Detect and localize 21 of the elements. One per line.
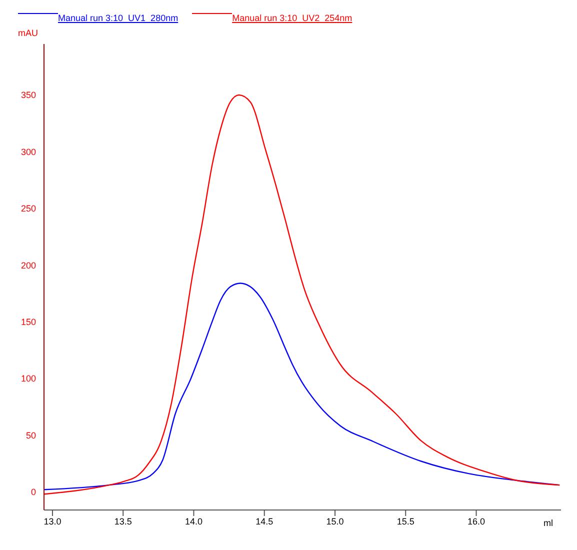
x-tick-label: 14.5	[256, 516, 274, 526]
legend-label: Manual run 3:10_UV2_254nm	[232, 13, 352, 23]
y-tick-label: 350	[20, 90, 36, 100]
y-axis-title: mAU	[18, 28, 38, 38]
x-tick-label: 16.0	[467, 516, 486, 526]
y-tick-label: 50	[26, 430, 36, 440]
x-tick-label: 13.5	[114, 516, 132, 526]
y-tick-label: 150	[20, 316, 36, 327]
x-tick-label: 14.0	[184, 516, 202, 526]
line-series	[44, 282, 560, 490]
x-axis-title: ml	[544, 518, 553, 528]
legend-label: Manual run 3:10_UV1_280nm	[58, 13, 178, 23]
x-tick-label: 15.0	[326, 516, 344, 526]
y-tick-label: 100	[20, 374, 36, 384]
y-tick-label: 250	[20, 204, 36, 214]
y-tick-label: 300	[20, 146, 36, 157]
x-tick-label: 15.5	[396, 516, 414, 526]
x-tick-label: 13.0	[44, 516, 62, 526]
y-tick-label: 0	[30, 487, 36, 498]
y-tick-label: 200	[20, 260, 36, 270]
line-series	[44, 94, 560, 495]
